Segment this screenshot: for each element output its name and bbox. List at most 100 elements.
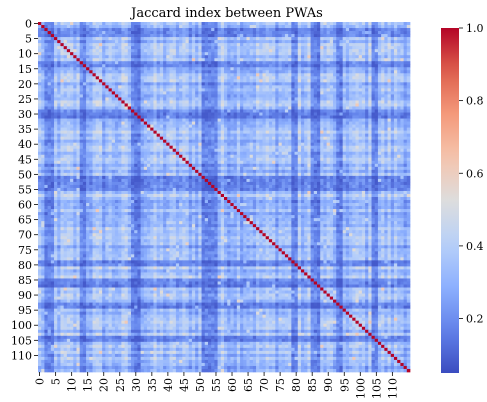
heatmap-cell	[60, 22, 65, 26]
heatmap-cell	[249, 82, 254, 86]
heatmap-cell	[195, 91, 199, 95]
heatmap-cell	[297, 85, 302, 89]
heatmap-cell	[198, 67, 202, 71]
heatmap-cell	[70, 28, 74, 32]
heatmap-cell	[294, 34, 299, 38]
heatmap-cell	[406, 118, 411, 122]
heatmap-cell	[63, 130, 68, 134]
heatmap-cell	[371, 106, 376, 110]
heatmap-cell	[387, 133, 392, 138]
heatmap-cell	[108, 49, 113, 53]
heatmap-cell	[86, 136, 90, 141]
heatmap-cell	[41, 61, 45, 65]
heatmap-cell	[243, 25, 247, 29]
heatmap-cell	[150, 58, 154, 62]
heatmap-cell	[240, 79, 244, 83]
heatmap-cell	[95, 25, 100, 29]
heatmap-cell	[207, 115, 212, 119]
heatmap-cell	[195, 148, 199, 153]
heatmap-cell	[86, 46, 90, 50]
heatmap-cell	[108, 100, 113, 104]
heatmap-cell	[291, 70, 295, 74]
heatmap-cell	[329, 112, 334, 116]
heatmap-cell	[127, 97, 132, 101]
heatmap-cell	[300, 76, 305, 80]
heatmap-cell	[317, 46, 321, 50]
heatmap-cell	[313, 91, 318, 95]
heatmap-cell	[169, 115, 174, 119]
heatmap-cell	[204, 70, 209, 74]
heatmap-cell	[265, 118, 270, 122]
heatmap-cell	[79, 88, 84, 92]
heatmap-cell	[400, 88, 404, 92]
heatmap-cell	[124, 61, 129, 65]
heatmap-cell	[400, 22, 404, 26]
heatmap-cell	[185, 118, 190, 122]
heatmap-cell	[182, 25, 186, 29]
heatmap-cell	[211, 100, 215, 104]
heatmap-cell	[86, 49, 90, 53]
heatmap-cell	[153, 34, 158, 38]
heatmap-cell	[320, 28, 324, 32]
heatmap-cell	[41, 79, 45, 83]
heatmap-cell	[339, 133, 344, 138]
heatmap-cell	[304, 148, 308, 153]
heatmap-cell	[352, 70, 356, 74]
heatmap-cell	[217, 88, 222, 92]
heatmap-cell	[317, 49, 321, 53]
heatmap-cell	[220, 91, 225, 95]
heatmap-cell	[384, 52, 388, 56]
heatmap-cell	[358, 46, 363, 50]
heatmap-cell	[179, 31, 183, 35]
heatmap-cell	[147, 49, 151, 53]
heatmap-cell	[281, 148, 286, 153]
heatmap-cell	[207, 94, 212, 98]
heatmap-cell	[191, 130, 196, 134]
heatmap-cell	[182, 73, 186, 77]
heatmap-cell	[233, 148, 238, 153]
heatmap-cell	[381, 67, 385, 71]
heatmap-cell	[387, 49, 392, 53]
heatmap-cell	[361, 124, 366, 128]
heatmap-cell	[339, 121, 344, 125]
heatmap-cell	[403, 22, 408, 26]
heatmap-cell	[262, 85, 267, 89]
heatmap-cell	[387, 67, 392, 71]
heatmap-cell	[333, 31, 337, 35]
heatmap-cell	[137, 49, 141, 53]
heatmap-cell	[390, 97, 395, 101]
heatmap-cell	[336, 46, 340, 50]
heatmap-cell	[147, 130, 151, 134]
heatmap-cell	[207, 109, 212, 113]
heatmap-cell	[333, 91, 337, 95]
heatmap-cell	[284, 112, 289, 116]
heatmap-cell	[377, 64, 382, 68]
heatmap-cell	[294, 52, 299, 56]
heatmap-cell	[256, 76, 260, 80]
heatmap-cell	[63, 109, 68, 113]
heatmap-cell	[127, 76, 132, 80]
heatmap-cell	[41, 145, 45, 150]
heatmap-cell	[140, 139, 145, 144]
heatmap-cell	[345, 22, 350, 26]
heatmap-cell	[143, 88, 148, 92]
heatmap-cell	[166, 130, 170, 134]
heatmap-cell	[124, 115, 129, 119]
heatmap-cell	[127, 67, 132, 71]
heatmap-cell	[227, 76, 231, 80]
heatmap-cell	[243, 28, 247, 32]
heatmap-cell	[403, 115, 408, 119]
heatmap-cell	[140, 112, 145, 116]
heatmap-cell	[38, 109, 42, 113]
heatmap-cell	[333, 97, 337, 101]
heatmap-cell	[278, 142, 283, 147]
heatmap-cell	[134, 109, 138, 113]
heatmap-cell	[102, 31, 106, 35]
heatmap-cell	[268, 43, 273, 47]
heatmap-cell	[188, 103, 193, 107]
heatmap-cell	[275, 28, 279, 32]
heatmap-cell	[214, 61, 218, 65]
heatmap-cell	[143, 127, 148, 131]
heatmap-cell	[89, 139, 93, 144]
heatmap-cell	[86, 70, 90, 74]
